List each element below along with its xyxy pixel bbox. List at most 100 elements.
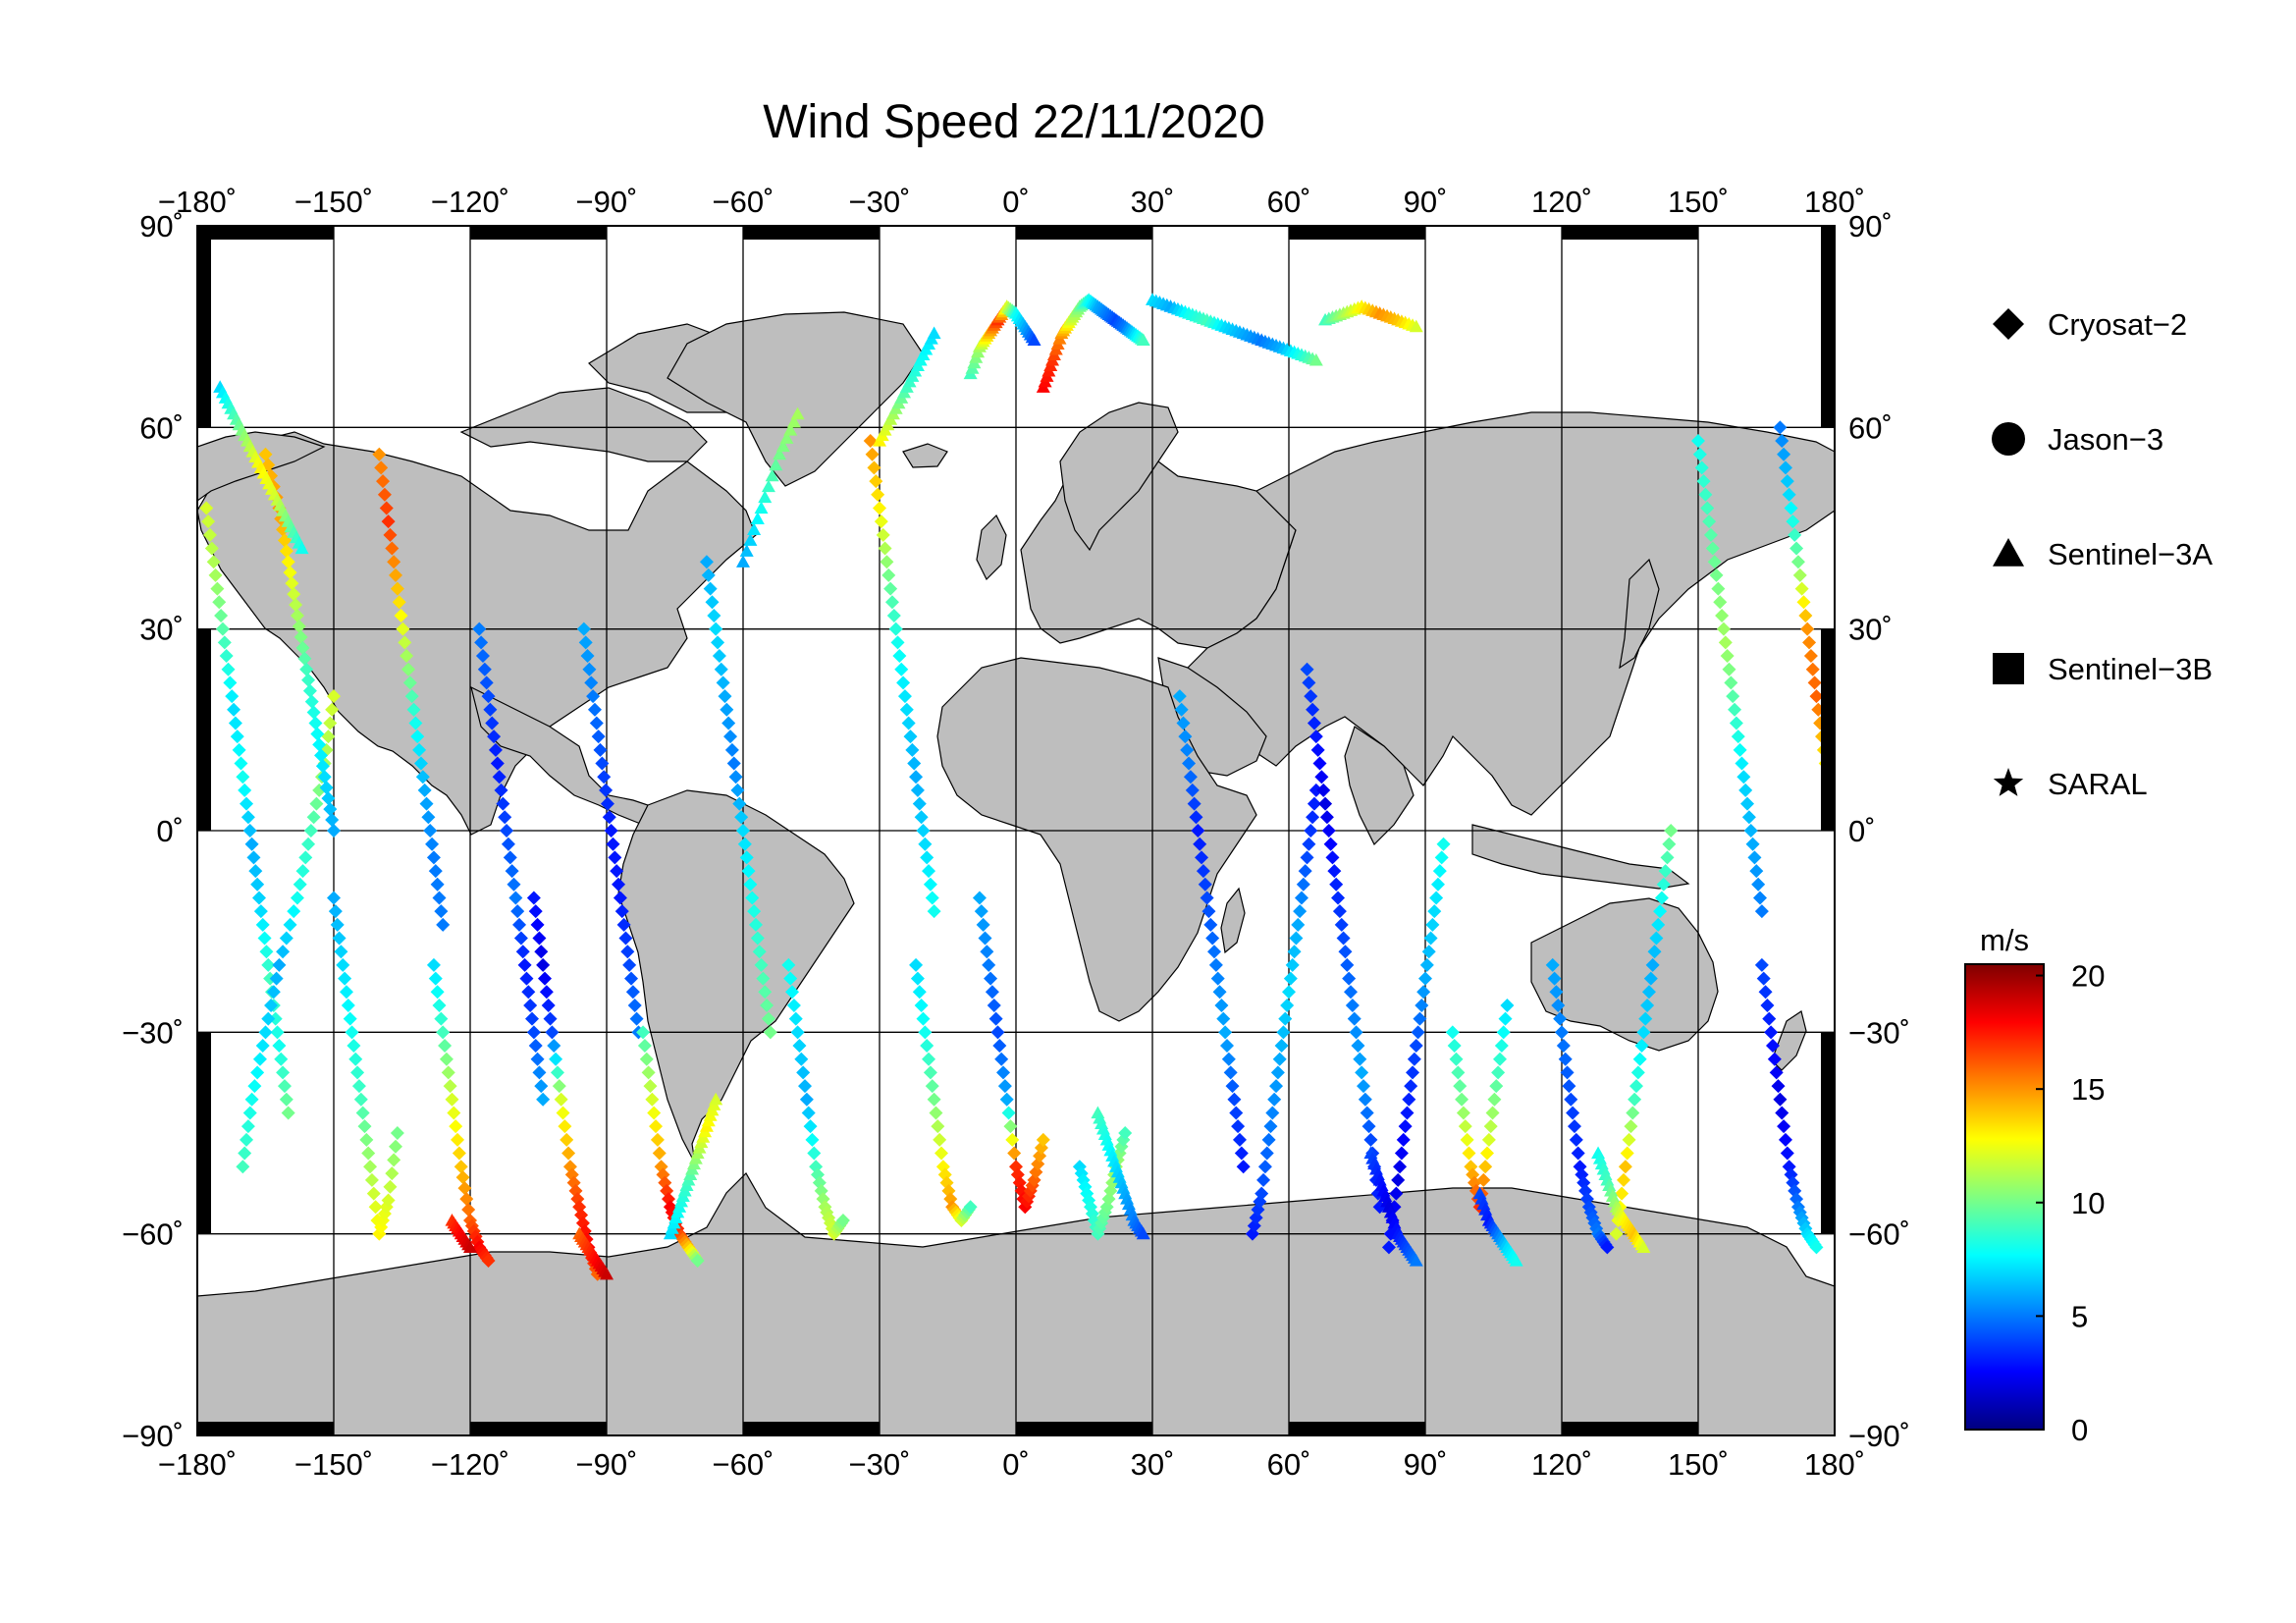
- wind-speed-point: [865, 447, 880, 461]
- wind-speed-point: [298, 850, 313, 865]
- land-scandinavia: [1059, 402, 1179, 552]
- lat-tick-label-right: −30˚: [1848, 1015, 1910, 1050]
- frame-bar-top: [1289, 226, 1425, 240]
- frame-bar-bottom: [470, 1422, 607, 1435]
- wind-speed-point: [1203, 917, 1218, 932]
- wind-speed-point: [1735, 756, 1749, 771]
- wind-speed-point: [525, 1011, 540, 1026]
- wind-speed-point: [255, 1039, 270, 1054]
- wind-speed-point: [276, 1065, 291, 1080]
- lat-tick-label-right: 90˚: [1848, 209, 1893, 243]
- wind-speed-point: [1316, 783, 1331, 797]
- wind-speed-point: [396, 622, 410, 636]
- wind-speed-point: [705, 595, 720, 610]
- wind-speed-point: [1713, 595, 1728, 610]
- wind-speed-point: [283, 917, 297, 932]
- legend-square-icon: [1993, 653, 2024, 684]
- wind-speed-point: [339, 985, 353, 1000]
- wind-speed-point: [212, 595, 227, 610]
- wind-speed-point: [1225, 1079, 1240, 1094]
- wind-speed-point: [389, 1139, 403, 1154]
- wind-speed-point: [769, 458, 783, 471]
- wind-speed-point: [290, 891, 304, 905]
- wind-speed-point: [1314, 770, 1329, 784]
- wind-speed-point: [530, 917, 545, 932]
- wind-speed-point: [432, 891, 447, 905]
- wind-speed-point: [1407, 1052, 1421, 1066]
- wind-speed-point: [1342, 971, 1357, 986]
- wind-speed-point: [1775, 1106, 1789, 1120]
- colorbar-tick-label: 10: [2071, 1186, 2105, 1220]
- wind-speed-point: [1291, 917, 1306, 932]
- legend-diamond-icon: [1993, 308, 2024, 340]
- wind-speed-point: [232, 742, 246, 757]
- lon-tick-label-top: −60˚: [713, 185, 774, 219]
- wind-speed-point: [1195, 850, 1209, 865]
- wind-speed-point: [1265, 1106, 1280, 1120]
- wind-speed-point: [723, 730, 738, 744]
- wind-speed-point: [1340, 957, 1355, 972]
- wind-speed-point: [1729, 716, 1743, 730]
- wind-speed-point: [303, 824, 318, 838]
- wind-speed-point: [351, 1079, 366, 1094]
- wind-speed-point: [343, 1011, 357, 1026]
- wind-speed-point: [543, 1011, 558, 1026]
- wind-speed-point: [750, 512, 765, 525]
- wind-speed-point: [934, 1146, 949, 1161]
- wind-speed-point: [496, 796, 510, 811]
- wind-speed-point: [1509, 1254, 1523, 1267]
- wind-speed-point: [790, 1025, 805, 1040]
- wind-speed-point: [890, 635, 905, 650]
- frame-bar-bottom: [1289, 1422, 1425, 1435]
- wind-speed-point: [734, 810, 749, 825]
- wind-speed-point: [709, 1092, 723, 1106]
- wind-speed-point: [1741, 810, 1756, 825]
- wind-speed-point: [1634, 1039, 1649, 1054]
- wind-speed-point: [250, 877, 265, 892]
- wind-speed-point: [1300, 850, 1314, 865]
- wind-speed-point: [1760, 998, 1775, 1012]
- frame-bar-top: [743, 226, 880, 240]
- wind-speed-point: [1274, 1039, 1289, 1054]
- wind-speed-point: [1800, 622, 1815, 636]
- wind-speed-point: [402, 676, 417, 690]
- wind-speed-point: [1553, 1011, 1568, 1026]
- wind-speed-point: [1764, 1025, 1779, 1040]
- wind-speed-point: [236, 770, 250, 784]
- wind-speed-point: [383, 1179, 398, 1194]
- wind-speed-point: [1231, 1119, 1246, 1134]
- wind-speed-point: [277, 1079, 292, 1094]
- wind-speed-point: [507, 877, 521, 892]
- wind-speed-point: [616, 917, 631, 932]
- wind-speed-point: [1334, 917, 1349, 932]
- wind-speed-point: [201, 514, 216, 529]
- wind-speed-point: [972, 891, 987, 905]
- wind-speed-point: [897, 689, 912, 704]
- wind-speed-point: [526, 891, 541, 905]
- axis-tick-labels: −180˚ −180˚ −150˚ −150˚ −120˚ −120˚ −90˚ −90˚ −6…: [122, 185, 1910, 1482]
- wind-speed-point: [560, 1132, 574, 1147]
- wind-speed-point: [1786, 514, 1800, 529]
- wind-speed-point: [325, 702, 340, 717]
- wind-speed-point: [1694, 460, 1709, 475]
- wind-speed-point: [532, 931, 547, 946]
- wind-speed-point: [712, 649, 726, 664]
- wind-speed-point: [345, 1025, 359, 1040]
- wind-speed-point: [1782, 487, 1796, 502]
- wind-speed-point: [636, 1025, 651, 1040]
- wind-speed-point: [650, 1132, 665, 1147]
- wind-speed-point: [299, 662, 314, 676]
- wind-speed-point: [475, 649, 490, 664]
- wind-speed-point: [910, 783, 925, 797]
- wind-speed-point: [425, 837, 440, 851]
- wind-speed-point: [1789, 541, 1804, 556]
- wind-speed-point: [1294, 891, 1308, 905]
- wind-speed-point: [761, 479, 775, 493]
- frame-bar-left: [197, 628, 211, 831]
- wind-speed-point: [272, 1039, 287, 1054]
- lon-tick-label-top: 0˚: [1002, 185, 1030, 219]
- wind-speed-point: [743, 877, 758, 892]
- wind-speed-point: [899, 702, 914, 717]
- wind-speed-point: [530, 1052, 545, 1066]
- wind-speed-point: [353, 1092, 368, 1107]
